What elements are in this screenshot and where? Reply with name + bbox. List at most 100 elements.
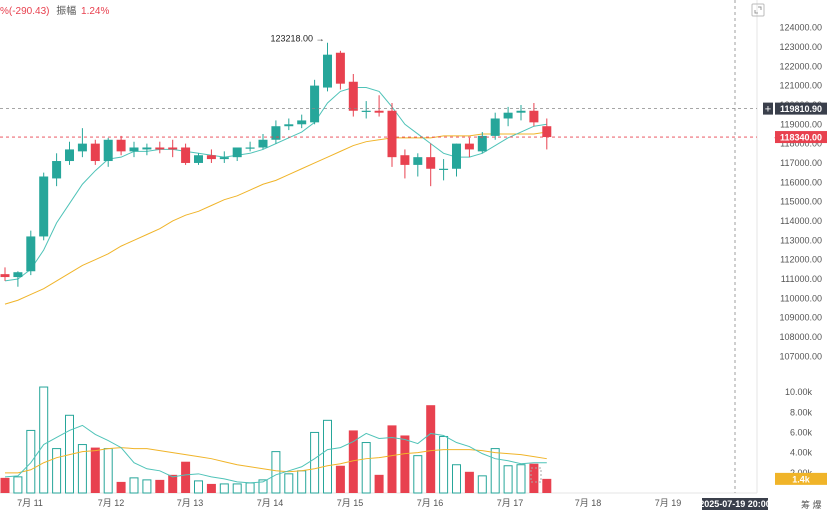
candle-body[interactable]: [426, 157, 436, 169]
volume-bar[interactable]: [77, 444, 87, 494]
candle-body[interactable]: [13, 272, 23, 278]
volume-bar[interactable]: [142, 479, 152, 494]
candle-body[interactable]: [400, 155, 410, 165]
volume-bar[interactable]: [245, 482, 255, 494]
candle-body[interactable]: [26, 236, 36, 272]
volume-bar[interactable]: [426, 405, 436, 493]
x-tick-label: 7月 14: [257, 498, 284, 508]
volume-bar[interactable]: [348, 430, 358, 493]
plus-icon[interactable]: +: [765, 104, 771, 116]
candle-body[interactable]: [297, 120, 307, 125]
crosshair-add-button[interactable]: [763, 102, 773, 115]
candle-body[interactable]: [245, 147, 255, 149]
candle-body[interactable]: [490, 118, 500, 136]
candle-body[interactable]: [90, 143, 100, 162]
volume-bar[interactable]: [516, 464, 526, 494]
volume-bar[interactable]: [271, 451, 281, 494]
current-price-badge: [775, 131, 827, 144]
chips-label[interactable]: 筹 爆: [801, 500, 822, 510]
volume-bar[interactable]: [129, 477, 139, 494]
candle-body[interactable]: [232, 147, 242, 158]
volume-bar[interactable]: [387, 425, 397, 493]
volume-bar[interactable]: [542, 478, 552, 493]
volume-bar[interactable]: [335, 465, 345, 493]
volume-bar[interactable]: [116, 481, 126, 493]
x-tick-label: 7月 16: [417, 498, 444, 508]
candle-body[interactable]: [155, 147, 165, 150]
candle-body[interactable]: [129, 147, 139, 152]
volume-bar[interactable]: [90, 447, 100, 493]
candle-body[interactable]: [219, 157, 229, 160]
candle-body[interactable]: [194, 155, 203, 163]
candle-body[interactable]: [439, 168, 449, 170]
volume-bar[interactable]: [310, 431, 320, 494]
candle-body[interactable]: [310, 85, 320, 123]
volume-bar[interactable]: [490, 448, 500, 494]
candle-body[interactable]: [516, 110, 526, 113]
candle-body[interactable]: [464, 143, 474, 150]
candle-body[interactable]: [258, 139, 268, 148]
candle-body[interactable]: [335, 52, 345, 84]
candle-body[interactable]: [413, 157, 423, 165]
candle-body[interactable]: [348, 81, 358, 111]
candle-body[interactable]: [103, 139, 113, 162]
candle-body[interactable]: [361, 110, 371, 112]
volume-bar[interactable]: [168, 474, 178, 493]
candle-body[interactable]: [529, 110, 539, 123]
volume-bar[interactable]: [439, 435, 449, 494]
volume-bar[interactable]: [477, 475, 487, 494]
volume-bar[interactable]: [361, 442, 371, 494]
ma-slow-line: [4, 131, 547, 305]
volume-bar[interactable]: [219, 483, 229, 494]
price-change: %(-290.43): [0, 6, 50, 17]
current-volume-badge: [775, 472, 827, 485]
volume-bar[interactable]: [452, 464, 461, 494]
candle-body[interactable]: [39, 176, 49, 237]
expand-icon[interactable]: [751, 3, 765, 17]
volume-bar[interactable]: [413, 455, 423, 494]
candle-body[interactable]: [271, 126, 281, 140]
candle-body[interactable]: [65, 149, 74, 162]
high-price-annotation: 123218.00 →: [270, 34, 324, 44]
volume-bar[interactable]: [374, 474, 384, 493]
candle-body[interactable]: [52, 161, 62, 179]
candle-body[interactable]: [503, 112, 513, 119]
candle-body[interactable]: [452, 143, 461, 169]
volume-bar[interactable]: [206, 483, 216, 493]
volume-ma-slow-line: [5, 447, 547, 474]
candle-body[interactable]: [168, 147, 178, 150]
volume-bar[interactable]: [529, 463, 539, 493]
volume-bar[interactable]: [52, 448, 62, 494]
volume-bar[interactable]: [181, 461, 191, 493]
candle-body[interactable]: [77, 143, 87, 152]
candle-body[interactable]: [542, 126, 552, 138]
candle-body[interactable]: [206, 155, 216, 160]
candle-body[interactable]: [142, 147, 152, 150]
candle-body[interactable]: [387, 110, 397, 158]
volume-bar[interactable]: [297, 470, 307, 494]
volume-bar[interactable]: [232, 483, 242, 494]
candle-body[interactable]: [0, 274, 10, 278]
volume-bar[interactable]: [13, 476, 23, 494]
volume-bar[interactable]: [26, 429, 36, 494]
y-tick-label: 110000.00: [780, 293, 822, 303]
volume-bar[interactable]: [155, 479, 165, 493]
volume-bar[interactable]: [400, 435, 410, 493]
volume-bar[interactable]: [0, 477, 10, 493]
volume-bar[interactable]: [284, 473, 294, 494]
candle-body[interactable]: [477, 135, 487, 152]
candle-body[interactable]: [116, 139, 126, 152]
amplitude-value: 1.24%: [81, 6, 110, 17]
volume-bar[interactable]: [258, 479, 268, 494]
candle-body[interactable]: [284, 124, 294, 127]
volume-bar[interactable]: [39, 386, 49, 494]
volume-bar[interactable]: [503, 465, 513, 494]
candle-body[interactable]: [323, 54, 332, 88]
candle-body[interactable]: [181, 147, 191, 163]
volume-bar[interactable]: [103, 448, 113, 494]
volume-bar[interactable]: [194, 480, 203, 494]
candle-body[interactable]: [374, 110, 384, 113]
volume-bar[interactable]: [464, 471, 474, 493]
volume-bar[interactable]: [323, 419, 332, 494]
